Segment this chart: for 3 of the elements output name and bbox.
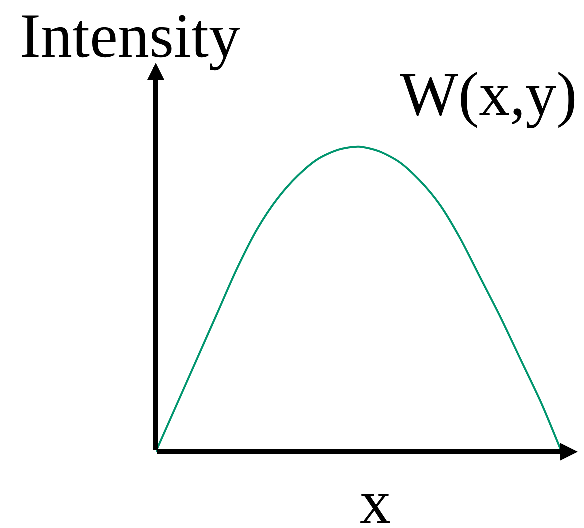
series-label: W(x,y) [400, 61, 578, 129]
y-axis-title: Intensity [20, 1, 241, 71]
x-axis-title: x [360, 469, 391, 528]
